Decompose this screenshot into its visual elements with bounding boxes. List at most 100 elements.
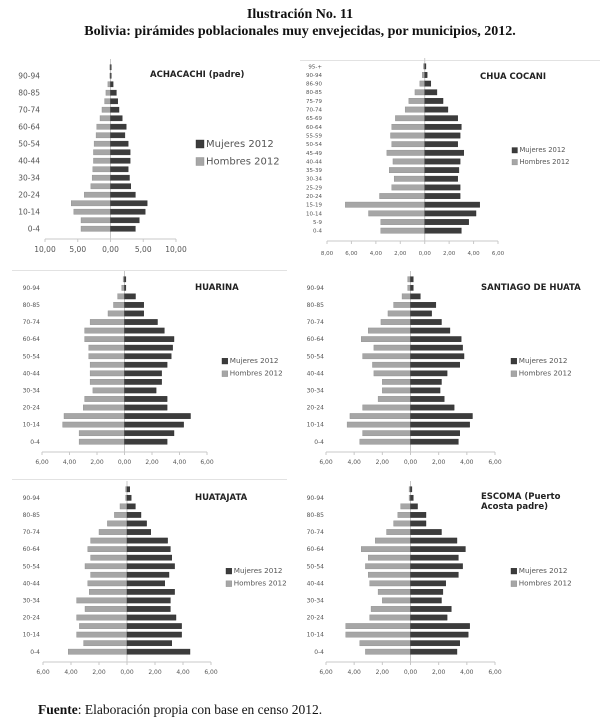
bar-mujeres <box>424 149 464 156</box>
bar-hombres <box>96 123 111 130</box>
bar-mujeres <box>126 529 151 535</box>
bar-hombres <box>92 166 111 173</box>
pyramid-santiago-de-huata: 6,00 4,00 2,00 0,00 2,00 4,00 6,00 0-4 10-14 20-2… <box>300 265 600 475</box>
x-tick-label: 2,00 <box>432 669 446 675</box>
age-group-label: 60-64 <box>23 336 41 343</box>
age-group-label: 75-79 <box>306 99 322 105</box>
bar-hombres <box>361 546 411 552</box>
bar-hombres <box>67 648 128 655</box>
bar-mujeres <box>110 89 117 96</box>
bar-mujeres <box>424 72 428 78</box>
age-group-label: 10-14 <box>306 211 322 217</box>
bar-mujeres <box>410 387 441 394</box>
age-group-label: 70-74 <box>306 108 322 114</box>
age-group-label: 50-54 <box>18 139 40 148</box>
bar-hombres <box>89 379 125 385</box>
bar-hombres <box>386 529 411 535</box>
bar-mujeres <box>124 276 127 283</box>
legend-label: Hombres 2012 <box>519 579 572 588</box>
bar-mujeres <box>410 404 455 411</box>
bar-mujeres <box>424 219 469 225</box>
bar-mujeres <box>124 310 144 317</box>
bar-hombres <box>79 623 128 629</box>
age-group-label: 90-94 <box>307 495 325 502</box>
age-group-label: 10-14 <box>307 422 325 429</box>
bar-hombres <box>346 421 411 428</box>
bar-mujeres <box>410 648 458 655</box>
age-group-label: 35-39 <box>306 168 322 174</box>
bar-hombres <box>372 361 411 368</box>
bar-mujeres <box>410 319 442 325</box>
bar-mujeres <box>410 597 442 604</box>
age-group-label: 0-4 <box>30 649 40 656</box>
bar-mujeres <box>124 387 157 394</box>
bar-hombres <box>389 167 425 174</box>
bar-hombres <box>369 580 411 587</box>
legend-swatch-mujeres <box>225 568 232 575</box>
age-group-label: 60-64 <box>307 336 325 343</box>
bar-mujeres <box>424 158 461 165</box>
legend-label: Mujeres 2012 <box>519 146 565 154</box>
bar-hombres <box>368 571 411 578</box>
bar-mujeres <box>124 396 168 402</box>
bar-mujeres <box>124 284 127 291</box>
x-tick-label: 6,00 <box>36 669 50 675</box>
chart-title: ESCOMA (Puerto <box>481 492 561 502</box>
bar-hombres <box>391 184 425 191</box>
age-group-label: 60-64 <box>18 122 40 131</box>
x-tick-label: 6,00 <box>488 669 502 675</box>
bar-mujeres <box>410 353 465 360</box>
bar-mujeres <box>124 438 168 445</box>
legend-label: Mujeres 2012 <box>206 139 274 150</box>
bar-hombres <box>83 404 125 411</box>
bar-mujeres <box>110 64 112 71</box>
bar-mujeres <box>126 520 147 527</box>
bar-mujeres <box>126 486 130 493</box>
pyramid-svg: 6,00 4,00 2,00 0,00 2,00 4,00 6,00 0-4 10-14 20-2… <box>23 271 283 466</box>
bar-mujeres <box>424 115 458 122</box>
bar-hombres <box>375 537 411 544</box>
x-tick-label: 0,00 <box>404 459 418 466</box>
legend-swatch-mujeres <box>221 358 228 365</box>
figure-number: Ilustración No. 11 <box>246 7 354 22</box>
bar-hombres <box>422 72 425 78</box>
bar-mujeres <box>410 631 469 638</box>
bar-mujeres <box>410 563 463 570</box>
pyramid-svg: 6,00 4,00 2,00 0,00 2,00 4,00 6,00 0-4 10-14 20-2… <box>23 481 287 675</box>
age-group-label: 45-49 <box>306 151 322 157</box>
bar-hombres <box>89 370 125 377</box>
age-group-label: 80-85 <box>23 512 41 519</box>
x-tick-label: 6,00 <box>488 459 502 466</box>
bar-hombres <box>76 597 128 604</box>
bar-hombres <box>121 284 125 291</box>
bar-hombres <box>359 438 411 445</box>
bar-mujeres <box>410 529 442 535</box>
bar-hombres <box>380 227 425 234</box>
pyramid-huarina: 6,00 4,00 2,00 0,00 2,00 4,00 6,00 0-4 10-14 20-2… <box>0 265 300 475</box>
bar-hombres <box>95 132 111 139</box>
bar-mujeres <box>410 520 427 527</box>
bar-hombres <box>391 123 425 130</box>
bar-hombres <box>88 353 125 360</box>
age-group-label: 20-24 <box>307 615 325 622</box>
bar-mujeres <box>124 421 184 428</box>
bar-mujeres <box>424 167 460 174</box>
x-tick-label: 4,00 <box>347 669 361 675</box>
bar-hombres <box>90 554 128 561</box>
age-group-label: 0-4 <box>28 224 40 233</box>
age-group-label: 65-69 <box>306 116 322 122</box>
bar-hombres <box>392 158 425 165</box>
bar-mujeres <box>110 191 136 198</box>
bar-hombres <box>361 336 411 342</box>
bar-mujeres <box>126 546 171 552</box>
bar-mujeres <box>410 302 437 308</box>
source-note: Fuente: Elaboración propia con base en c… <box>38 702 322 718</box>
bar-hombres <box>370 606 411 612</box>
bar-hombres <box>63 413 125 419</box>
bar-mujeres <box>424 201 480 208</box>
bar-hombres <box>105 89 111 96</box>
bar-hombres <box>408 98 425 104</box>
x-tick-label: 4,00 <box>370 251 383 257</box>
legend-swatch-mujeres <box>195 139 205 149</box>
bar-mujeres <box>424 132 461 139</box>
